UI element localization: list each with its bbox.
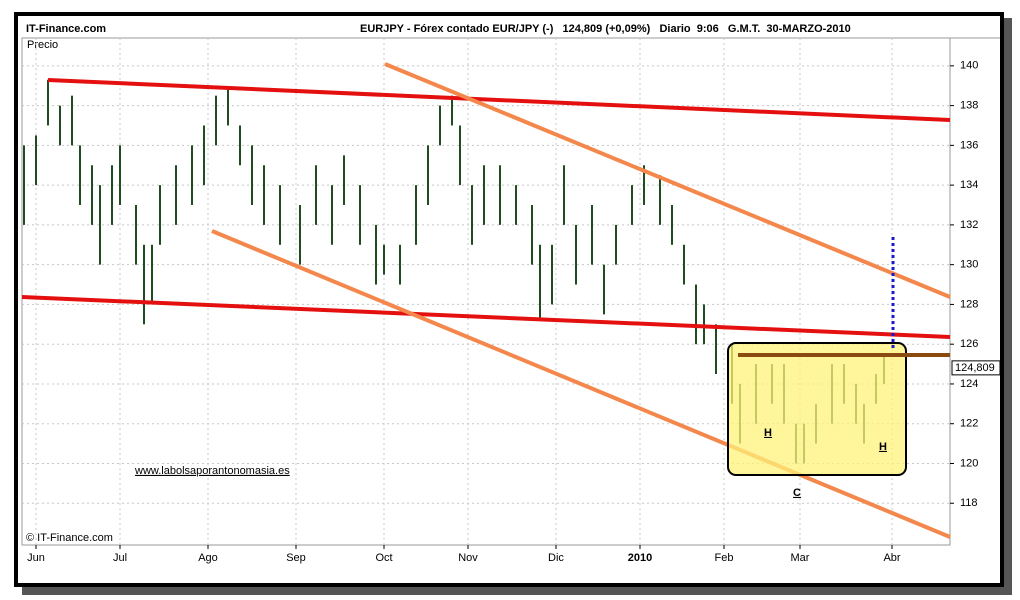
x-tick-label: 2010 — [628, 552, 652, 564]
chart-title: EURJPY - Fórex contado EUR/JPY (-) 124,8… — [360, 23, 851, 35]
x-tick-label: Oct — [375, 552, 392, 564]
site-name: IT-Finance.com — [26, 23, 106, 35]
copyright: © IT-Finance.com — [26, 532, 113, 544]
x-tick-label: Dic — [548, 552, 564, 564]
last-price-label: 124,809 — [955, 362, 995, 374]
y-label: Precio — [27, 39, 58, 51]
x-tick-label: Sep — [286, 552, 306, 564]
x-tick-label: Mar — [791, 552, 810, 564]
y-tick-label: 128 — [960, 298, 978, 310]
x-tick-label: Nov — [458, 552, 478, 564]
y-tick-label: 122 — [960, 418, 978, 430]
x-tick-label: Ago — [198, 552, 218, 564]
channel-top — [384, 62, 951, 299]
annotation: H — [764, 427, 772, 439]
channel-bottom — [211, 229, 951, 539]
y-tick-label: 134 — [960, 179, 978, 191]
support-line — [21, 295, 951, 339]
watermark: www.labolsaporantonomasia.es — [134, 465, 290, 477]
y-tick-label: 138 — [960, 100, 978, 112]
annotation: H — [879, 441, 887, 453]
pattern-box — [727, 342, 907, 476]
y-tick-label: 118 — [960, 497, 978, 509]
y-tick-label: 132 — [960, 219, 978, 231]
y-tick-label: 124 — [960, 378, 978, 390]
y-tick-label: 130 — [960, 259, 978, 271]
x-tick-label: Abr — [883, 552, 900, 564]
y-tick-label: 136 — [960, 139, 978, 151]
x-tick-label: Feb — [715, 552, 734, 564]
y-tick-label: 120 — [960, 457, 978, 469]
trendlines — [21, 62, 951, 539]
annotation: C — [793, 487, 801, 499]
resistance-line — [47, 78, 951, 122]
y-tick-label: 140 — [960, 60, 978, 72]
last-price-box — [951, 360, 1001, 376]
x-tick-label: Jul — [113, 552, 127, 564]
y-tick-label: 126 — [960, 338, 978, 350]
x-tick-label: Jun — [27, 552, 45, 564]
